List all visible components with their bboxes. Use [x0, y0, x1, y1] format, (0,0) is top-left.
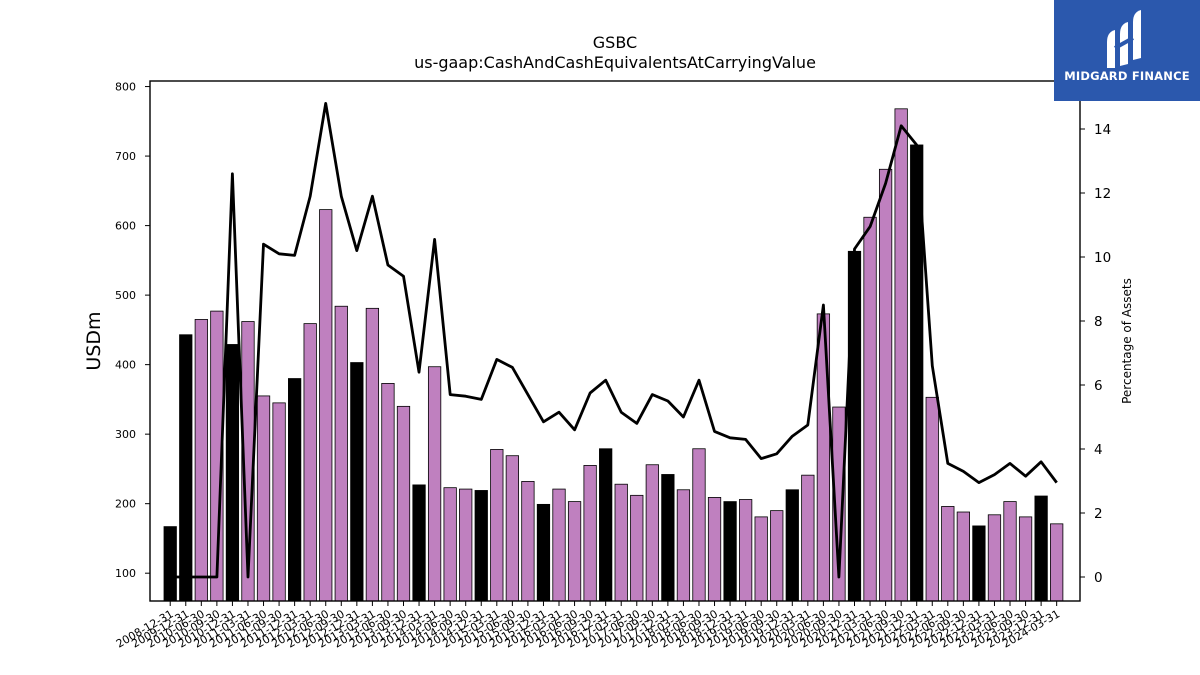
y-tick-label: 700: [115, 150, 136, 163]
bar: [459, 488, 473, 602]
bar: [225, 344, 240, 602]
y-tick-label: 400: [115, 359, 136, 372]
bar: [350, 362, 364, 602]
bar: [941, 506, 955, 602]
bar: [583, 465, 597, 602]
midgard-m-logo-icon: [1107, 10, 1141, 68]
bar: [272, 402, 286, 602]
bar: [288, 378, 302, 602]
bar: [365, 307, 380, 602]
bar: [490, 449, 504, 602]
y2-axis-label: Percentage of Assets: [1120, 278, 1134, 404]
bar: [319, 209, 333, 602]
bar: [754, 516, 768, 602]
bar: [536, 503, 551, 602]
y-tick-label: 300: [115, 428, 136, 441]
left-y-axis: 100 200 300 400 500 600 700 800: [115, 81, 150, 580]
bar-series: [163, 108, 1064, 602]
y2-tick-label: 10: [1094, 250, 1111, 266]
bar: [707, 497, 722, 602]
bar: [163, 526, 177, 602]
bar: [614, 483, 628, 602]
y-tick-label: 200: [115, 498, 136, 511]
bar: [443, 487, 457, 602]
y-tick-label: 600: [115, 220, 136, 233]
bar: [894, 108, 908, 602]
bar: [396, 405, 411, 602]
bar: [552, 488, 566, 602]
percentage-line: [170, 102, 1058, 579]
bar: [521, 481, 535, 602]
bar: [1003, 501, 1017, 602]
y2-tick-label: 4: [1094, 442, 1103, 458]
percentage-line-series: [170, 102, 1058, 579]
bar: [956, 511, 970, 602]
y-tick-label: 100: [115, 567, 136, 580]
bar: [194, 319, 208, 602]
bar: [505, 455, 519, 602]
bar: [987, 514, 1002, 602]
brand-logo: MIDGARD FINANCE: [1054, 0, 1200, 101]
x-axis: 2008-12-312009-12-312010-06-302010-09-30…: [114, 601, 1062, 651]
brand-name: MIDGARD FINANCE: [1064, 69, 1190, 83]
bar: [567, 501, 582, 602]
bar: [630, 494, 644, 602]
bar: [381, 383, 395, 602]
bar: [878, 168, 893, 602]
bar: [412, 484, 426, 602]
y-axis-label: USDm: [83, 311, 105, 370]
plot-frame: [149, 80, 1081, 602]
chart-subtitle: us-gaap:CashAndCashEquivalentsAtCarrying…: [414, 53, 816, 72]
y2-tick-label: 8: [1094, 314, 1103, 330]
bar: [334, 305, 348, 602]
y2-tick-label: 2: [1094, 506, 1103, 522]
bar: [599, 448, 613, 602]
bar: [692, 448, 706, 602]
y2-tick-label: 14: [1094, 122, 1111, 138]
bar: [847, 250, 862, 602]
bar: [785, 489, 799, 602]
bar: [723, 501, 737, 602]
bar: [770, 510, 784, 602]
bar: [801, 474, 815, 602]
bar: [661, 474, 675, 602]
bar: [739, 499, 753, 602]
bar: [1018, 516, 1033, 602]
bar: [256, 395, 271, 602]
bar: [1034, 495, 1048, 602]
bar: [972, 525, 986, 602]
bar: [1050, 523, 1064, 602]
bar: [474, 490, 488, 602]
bar: [676, 489, 691, 602]
y-tick-label: 800: [115, 81, 136, 94]
bar: [863, 216, 877, 602]
y2-tick-label: 12: [1094, 186, 1111, 202]
bar: [179, 334, 193, 602]
bar: [925, 396, 939, 602]
y-tick-label: 500: [115, 289, 136, 302]
bar: [645, 464, 659, 602]
right-y-axis: 0 2 4 6 8 10 12 14: [1080, 122, 1111, 586]
bar: [427, 366, 442, 602]
y2-tick-label: 6: [1094, 378, 1103, 394]
chart-title: GSBC: [593, 33, 637, 52]
bar: [303, 323, 317, 602]
y2-tick-label: 0: [1094, 570, 1103, 586]
